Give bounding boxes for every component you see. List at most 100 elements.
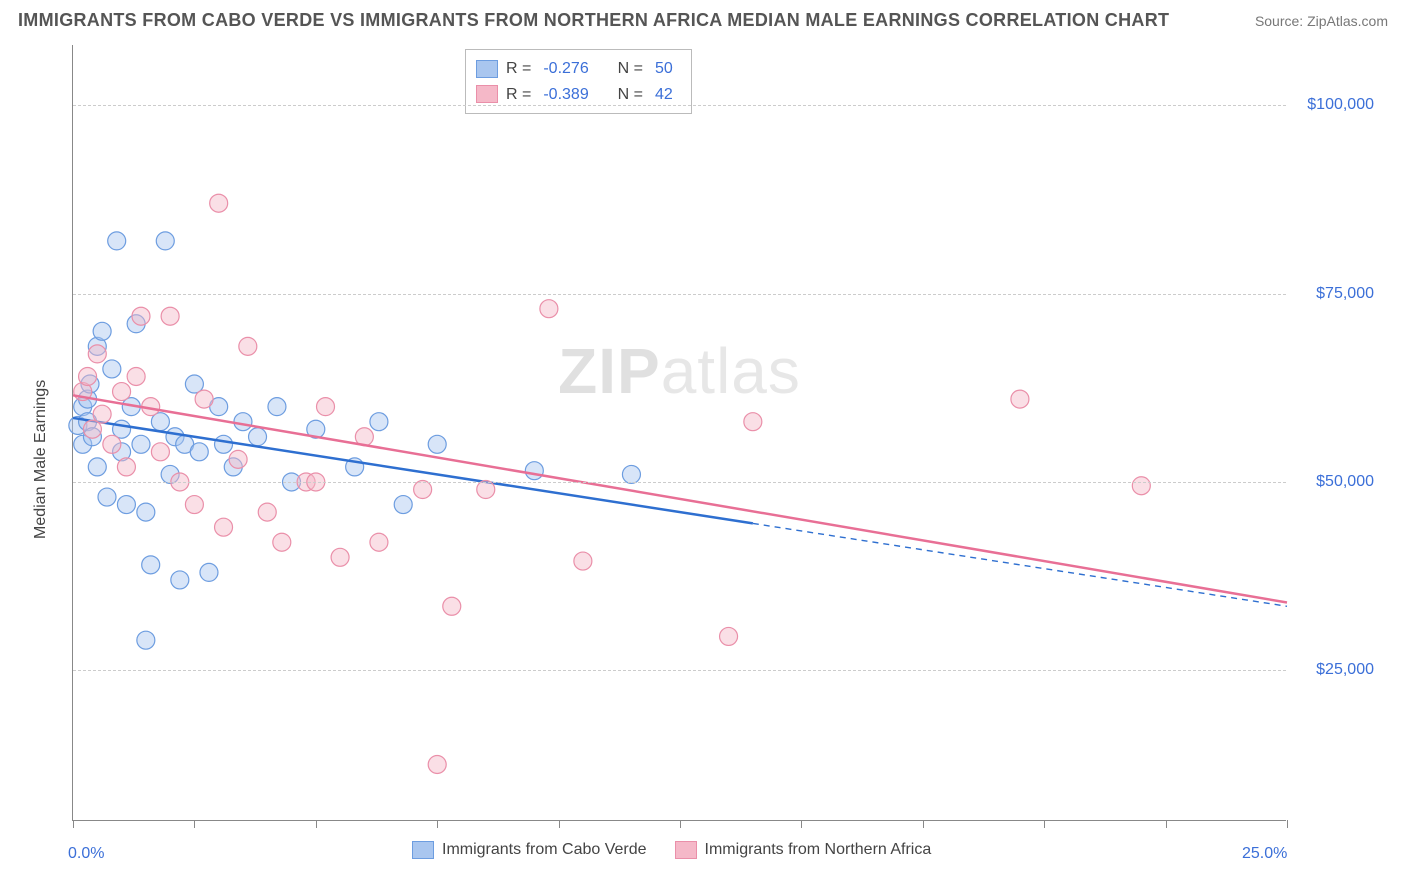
series-legend: Immigrants from Cabo Verde Immigrants fro… <box>412 841 931 859</box>
data-point <box>151 443 169 461</box>
n-prefix: N = <box>618 82 643 108</box>
chart-title: IMMIGRANTS FROM CABO VERDE VS IMMIGRANTS… <box>18 10 1169 31</box>
x-tick <box>680 820 681 828</box>
gridline-horizontal <box>73 670 1286 671</box>
x-tick <box>437 820 438 828</box>
n-prefix: N = <box>618 56 643 82</box>
gridline-horizontal <box>73 105 1286 106</box>
data-point <box>540 300 558 318</box>
legend-swatch <box>476 85 498 103</box>
data-point <box>428 435 446 453</box>
data-point <box>137 631 155 649</box>
data-point <box>317 398 335 416</box>
data-point <box>215 435 233 453</box>
data-point <box>443 597 461 615</box>
data-point <box>394 496 412 514</box>
legend-row: R = -0.276 N = 50 <box>476 56 677 82</box>
data-point <box>210 194 228 212</box>
x-axis-max-label: 25.0% <box>1242 845 1287 863</box>
data-point <box>200 563 218 581</box>
data-point <box>215 518 233 536</box>
legend-swatch <box>476 60 498 78</box>
data-point <box>229 450 247 468</box>
y-axis-title: Median Male Earnings <box>32 380 50 539</box>
scatter-svg <box>73 45 1287 821</box>
y-tick-label: $100,000 <box>1307 96 1374 114</box>
data-point <box>273 533 291 551</box>
data-point <box>161 307 179 325</box>
data-point <box>103 360 121 378</box>
data-point <box>258 503 276 521</box>
data-point <box>137 503 155 521</box>
chart-header: IMMIGRANTS FROM CABO VERDE VS IMMIGRANTS… <box>0 0 1406 39</box>
r-value: -0.276 <box>543 56 588 82</box>
plot-area: ZIPatlas R =-0.276 N =50R =-0.389 N =42 … <box>72 45 1286 821</box>
data-point <box>414 481 432 499</box>
x-tick <box>559 820 560 828</box>
x-axis-min-label: 0.0% <box>68 845 104 863</box>
data-point <box>127 367 145 385</box>
y-tick-label: $75,000 <box>1316 285 1374 303</box>
data-point <box>142 556 160 574</box>
data-point <box>88 458 106 476</box>
x-tick <box>316 820 317 828</box>
x-tick <box>73 820 74 828</box>
data-point <box>622 465 640 483</box>
legend-label: Immigrants from Northern Africa <box>705 841 932 859</box>
x-tick <box>194 820 195 828</box>
data-point <box>1011 390 1029 408</box>
source-attribution: Source: ZipAtlas.com <box>1255 13 1388 29</box>
r-value: -0.389 <box>543 82 588 108</box>
data-point <box>370 533 388 551</box>
x-tick <box>801 820 802 828</box>
gridline-horizontal <box>73 482 1286 483</box>
data-point <box>195 390 213 408</box>
x-tick <box>1044 820 1045 828</box>
data-point <box>98 488 116 506</box>
data-point <box>88 345 106 363</box>
legend-row: R = -0.389 N = 42 <box>476 82 677 108</box>
legend-swatch <box>412 841 434 859</box>
data-point <box>156 232 174 250</box>
data-point <box>1132 477 1150 495</box>
n-value: 50 <box>655 56 673 82</box>
r-prefix: R = <box>506 82 531 108</box>
data-point <box>268 398 286 416</box>
data-point <box>370 413 388 431</box>
data-point <box>234 413 252 431</box>
legend-item: Immigrants from Northern Africa <box>675 841 932 859</box>
data-point <box>93 322 111 340</box>
legend-item: Immigrants from Cabo Verde <box>412 841 647 859</box>
data-point <box>190 443 208 461</box>
data-point <box>720 627 738 645</box>
data-point <box>79 367 97 385</box>
r-prefix: R = <box>506 56 531 82</box>
gridline-horizontal <box>73 294 1286 295</box>
data-point <box>108 232 126 250</box>
source-prefix: Source: <box>1255 13 1307 29</box>
data-point <box>239 337 257 355</box>
legend-swatch <box>675 841 697 859</box>
data-point <box>249 428 267 446</box>
chart-container: Median Male Earnings ZIPatlas R =-0.276 … <box>18 39 1388 879</box>
data-point <box>574 552 592 570</box>
data-point <box>428 755 446 773</box>
x-tick <box>1166 820 1167 828</box>
x-tick <box>1287 820 1288 828</box>
data-point <box>185 496 203 514</box>
data-point <box>744 413 762 431</box>
data-point <box>171 571 189 589</box>
legend-label: Immigrants from Cabo Verde <box>442 841 647 859</box>
data-point <box>117 496 135 514</box>
y-tick-label: $25,000 <box>1316 661 1374 679</box>
trend-line <box>73 395 1287 602</box>
source-name: ZipAtlas.com <box>1307 13 1388 29</box>
data-point <box>331 548 349 566</box>
x-tick <box>923 820 924 828</box>
trend-line-extension <box>753 523 1287 606</box>
data-point <box>132 307 150 325</box>
n-value: 42 <box>655 82 673 108</box>
data-point <box>117 458 135 476</box>
y-tick-label: $50,000 <box>1316 473 1374 491</box>
data-point <box>103 435 121 453</box>
